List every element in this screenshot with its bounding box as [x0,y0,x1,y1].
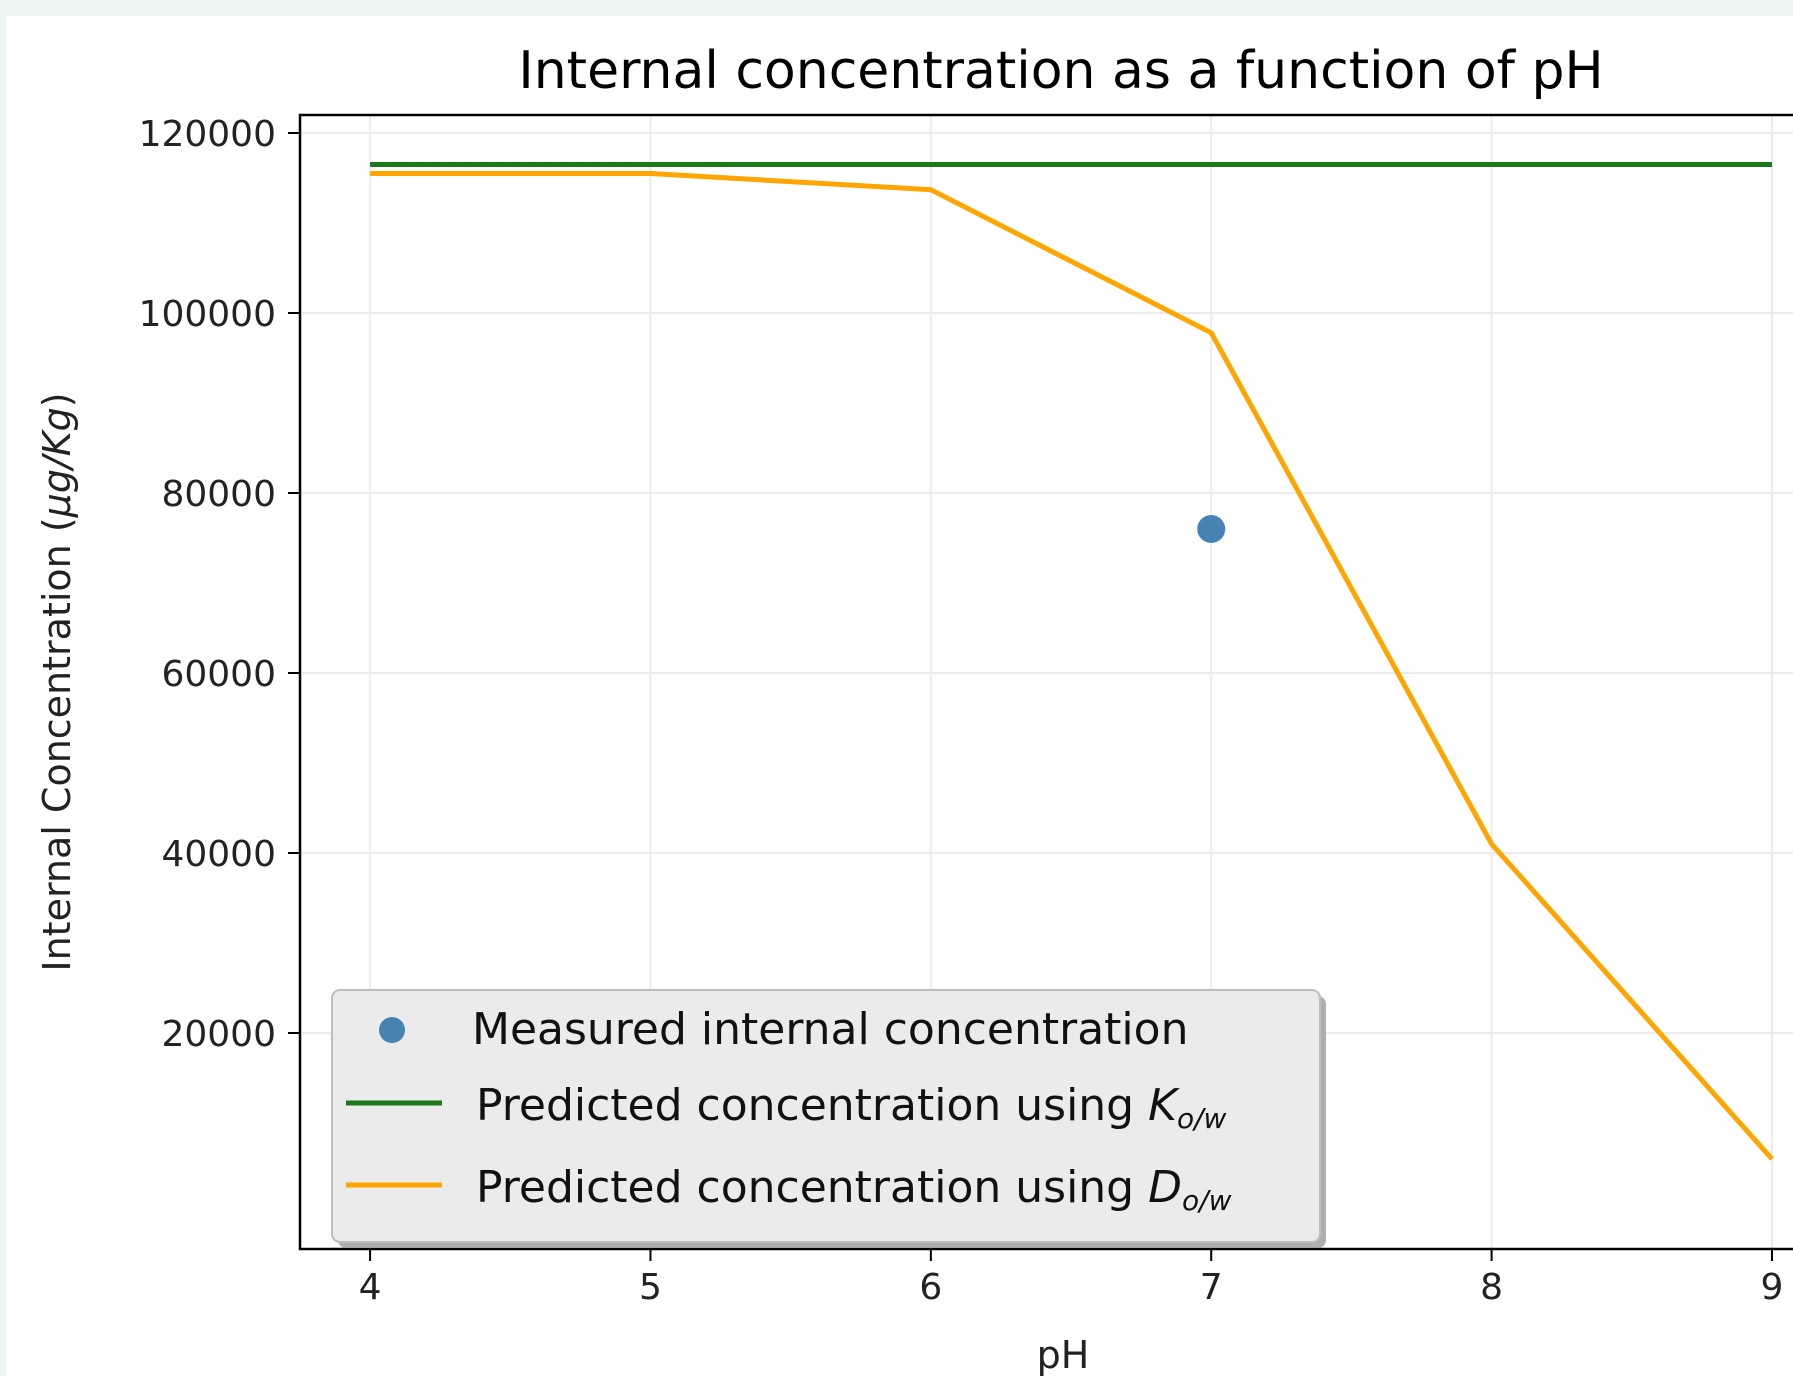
y-tick-label: 100000 [139,294,276,335]
scatter-point [1197,515,1226,543]
legend-label-measured: Measured internal concentration [472,1004,1188,1055]
y-axis-label-main: Internal Concentration ( [35,517,79,971]
chart-svg: Internal concentration as a function of … [35,41,1793,1376]
legend-label-kow: Predicted concentration using Ko/w [476,1080,1227,1135]
legend-label-dow-symbol: D [1148,1162,1182,1213]
y-tick-label: 20000 [161,1014,276,1055]
y-axis: 20000 40000 60000 80000 100000 120000 [139,114,300,1055]
y-axis-label-unit: μg/Kg [35,407,79,518]
x-axis-label: pH [1037,1333,1090,1376]
plot-frame [298,113,1793,1251]
y-tick-label: 120000 [139,114,276,155]
chart-canvas: Internal concentration as a function of … [6,16,1793,1376]
x-tick-label: 6 [919,1267,942,1308]
x-tick-label: 9 [1761,1267,1784,1308]
legend-marker-measured [379,1017,405,1043]
legend-label-dow-main: Predicted concentration using [476,1162,1148,1213]
y-tick-label: 60000 [161,654,276,695]
legend-label-dow: Predicted concentration using Do/w [476,1162,1232,1217]
series-layer [370,162,1774,1161]
x-tick-label: 5 [639,1267,662,1308]
legend: Measured internal concentration Predicte… [331,989,1326,1248]
x-tick-label: 7 [1200,1267,1223,1308]
legend-label-kow-main: Predicted concentration using [476,1080,1148,1131]
x-tick-label: 8 [1480,1267,1503,1308]
legend-label-dow-sub: o/w [1182,1184,1232,1217]
legend-label-kow-sub: o/w [1177,1102,1227,1135]
x-tick-label: 4 [359,1267,382,1308]
y-axis-label-close: ) [35,392,79,407]
y-tick-label: 80000 [161,474,276,515]
legend-box [331,989,1321,1243]
chart-title: Internal concentration as a function of … [518,41,1603,101]
legend-label-kow-symbol: K [1148,1080,1180,1131]
y-axis-label: Internal Concentration (μg/Kg) [35,392,79,971]
x-axis: 4 5 6 7 8 9 [359,1249,1784,1308]
y-tick-label: 40000 [161,834,276,875]
series-line-2 [370,171,1774,1161]
